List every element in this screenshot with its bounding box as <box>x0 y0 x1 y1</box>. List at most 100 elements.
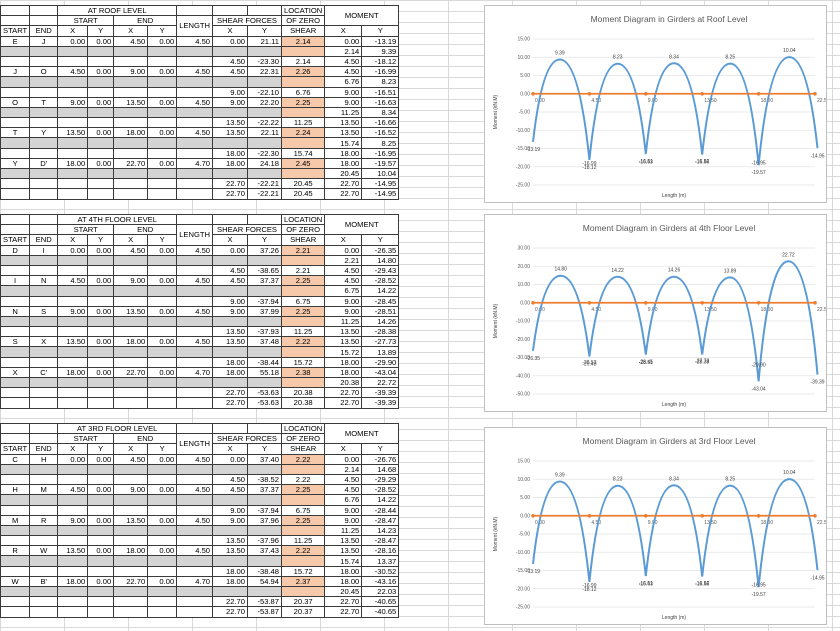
moment-y[interactable]: -16.95 <box>361 147 400 159</box>
moment-y[interactable]: -40.65 <box>361 606 400 618</box>
header-y[interactable]: Y <box>361 234 400 246</box>
blank-cell[interactable] <box>29 4 59 17</box>
shear-y[interactable]: -22.10 <box>247 86 283 98</box>
blank-cell[interactable] <box>247 422 283 435</box>
blank-cell[interactable] <box>176 606 214 618</box>
blank-cell[interactable] <box>0 295 31 307</box>
blank-cell[interactable] <box>281 555 326 567</box>
length[interactable]: 4.50 <box>176 305 214 317</box>
moment-x[interactable]: 20.45 <box>324 167 363 180</box>
blank-cell[interactable] <box>176 178 214 190</box>
shear-y[interactable]: -22.21 <box>247 188 283 200</box>
shear-y[interactable]: 37.37 <box>247 275 283 287</box>
blank-cell[interactable] <box>147 346 178 358</box>
moment-x[interactable]: 4.50 <box>324 484 363 496</box>
moment-x[interactable]: 0.00 <box>324 35 363 47</box>
blank-cell[interactable] <box>176 387 214 399</box>
zero-shear-location[interactable]: 15.74 <box>281 147 326 159</box>
header-shear-forces[interactable]: SHEAR FORCES <box>212 224 283 236</box>
blank-cell[interactable] <box>247 213 283 226</box>
shear-x[interactable]: 13.50 <box>212 535 249 547</box>
zero-shear-location[interactable]: 2.45 <box>281 157 326 170</box>
shear-x[interactable]: 13.50 <box>212 326 249 338</box>
blank-cell[interactable] <box>29 524 59 537</box>
blank-cell[interactable] <box>212 315 249 328</box>
shear-x[interactable]: 0.00 <box>212 244 249 256</box>
blank-cell[interactable] <box>113 295 149 307</box>
moment-y[interactable]: 8.34 <box>361 106 400 119</box>
shear-y[interactable]: -53.63 <box>247 387 283 399</box>
end-y[interactable]: 0.00 <box>147 66 178 78</box>
blank-cell[interactable] <box>57 106 89 119</box>
blank-cell[interactable] <box>281 106 326 119</box>
moment-y[interactable]: -28.16 <box>361 545 400 557</box>
end-y[interactable]: 0.00 <box>147 484 178 496</box>
moment-y[interactable]: 8.23 <box>361 76 400 88</box>
blank-cell[interactable] <box>0 387 31 399</box>
moment-x[interactable]: 6.76 <box>324 494 363 506</box>
blank-cell[interactable] <box>29 504 59 516</box>
header-location[interactable]: LOCATION <box>281 4 326 17</box>
start-x[interactable]: 9.00 <box>57 96 89 108</box>
start-x[interactable]: 9.00 <box>57 514 89 526</box>
blank-cell[interactable] <box>281 167 326 180</box>
blank-cell[interactable] <box>0 137 31 149</box>
blank-cell[interactable] <box>176 137 214 149</box>
blank-cell[interactable] <box>281 585 326 598</box>
end-node[interactable]: O <box>29 66 59 78</box>
shear-x[interactable]: 9.00 <box>212 514 249 526</box>
moment-y[interactable]: -27.73 <box>361 336 400 348</box>
moment-x[interactable]: 4.50 <box>324 55 363 68</box>
blank-cell[interactable] <box>29 55 59 68</box>
start-node[interactable]: J <box>0 66 31 78</box>
blank-cell[interactable] <box>0 167 31 180</box>
blank-cell[interactable] <box>0 524 31 537</box>
moment-x[interactable]: 22.70 <box>324 606 363 618</box>
blank-cell[interactable] <box>0 326 31 338</box>
blank-cell[interactable] <box>176 376 214 389</box>
shear-x[interactable]: 4.50 <box>212 66 249 78</box>
blank-cell[interactable] <box>113 315 149 328</box>
header-x[interactable]: X <box>57 443 89 455</box>
moment-y[interactable]: -28.51 <box>361 305 400 317</box>
moment-x[interactable]: 18.00 <box>324 366 363 379</box>
shear-y[interactable]: 55.18 <box>247 366 283 379</box>
shear-y[interactable]: 21.11 <box>247 35 283 47</box>
blank-cell[interactable] <box>247 555 283 567</box>
blank-cell[interactable] <box>87 254 115 266</box>
shear-x[interactable]: 13.50 <box>212 117 249 129</box>
end-node[interactable]: R <box>29 514 59 526</box>
blank-cell[interactable] <box>113 346 149 358</box>
length[interactable]: 4.50 <box>176 96 214 108</box>
blank-cell[interactable] <box>176 422 214 435</box>
start-node[interactable]: R <box>0 545 31 557</box>
shear-x[interactable]: 0.00 <box>212 453 249 465</box>
end-x[interactable]: 22.70 <box>113 366 149 379</box>
blank-cell[interactable] <box>87 55 115 68</box>
end-x[interactable]: 4.50 <box>113 35 149 47</box>
moment-x[interactable]: 9.00 <box>324 514 363 526</box>
shear-y[interactable]: -38.48 <box>247 565 283 577</box>
chart-4th-floor[interactable]: Moment Diagram in Girders at 4th Floor L… <box>484 214 827 412</box>
start-x[interactable]: 4.50 <box>57 66 89 78</box>
moment-x[interactable]: 22.70 <box>324 596 363 608</box>
blank-cell[interactable] <box>281 494 326 506</box>
end-x[interactable]: 4.50 <box>113 244 149 256</box>
blank-cell[interactable] <box>87 76 115 88</box>
blank-cell[interactable] <box>29 167 59 180</box>
shear-y[interactable]: -22.22 <box>247 117 283 129</box>
blank-cell[interactable] <box>29 397 59 409</box>
moment-y[interactable]: -16.51 <box>361 86 400 98</box>
length[interactable]: 4.50 <box>176 453 214 465</box>
blank-cell[interactable] <box>0 433 31 445</box>
moment-x[interactable]: 11.25 <box>324 106 363 119</box>
blank-cell[interactable] <box>113 285 149 297</box>
blank-cell[interactable] <box>29 315 59 328</box>
blank-cell[interactable] <box>147 606 178 618</box>
blank-cell[interactable] <box>113 504 149 516</box>
shear-x[interactable]: 9.00 <box>212 96 249 108</box>
blank-cell[interactable] <box>0 315 31 328</box>
moment-x[interactable]: 20.38 <box>324 376 363 389</box>
shear-y[interactable]: -38.52 <box>247 473 283 486</box>
blank-cell[interactable] <box>87 356 115 368</box>
